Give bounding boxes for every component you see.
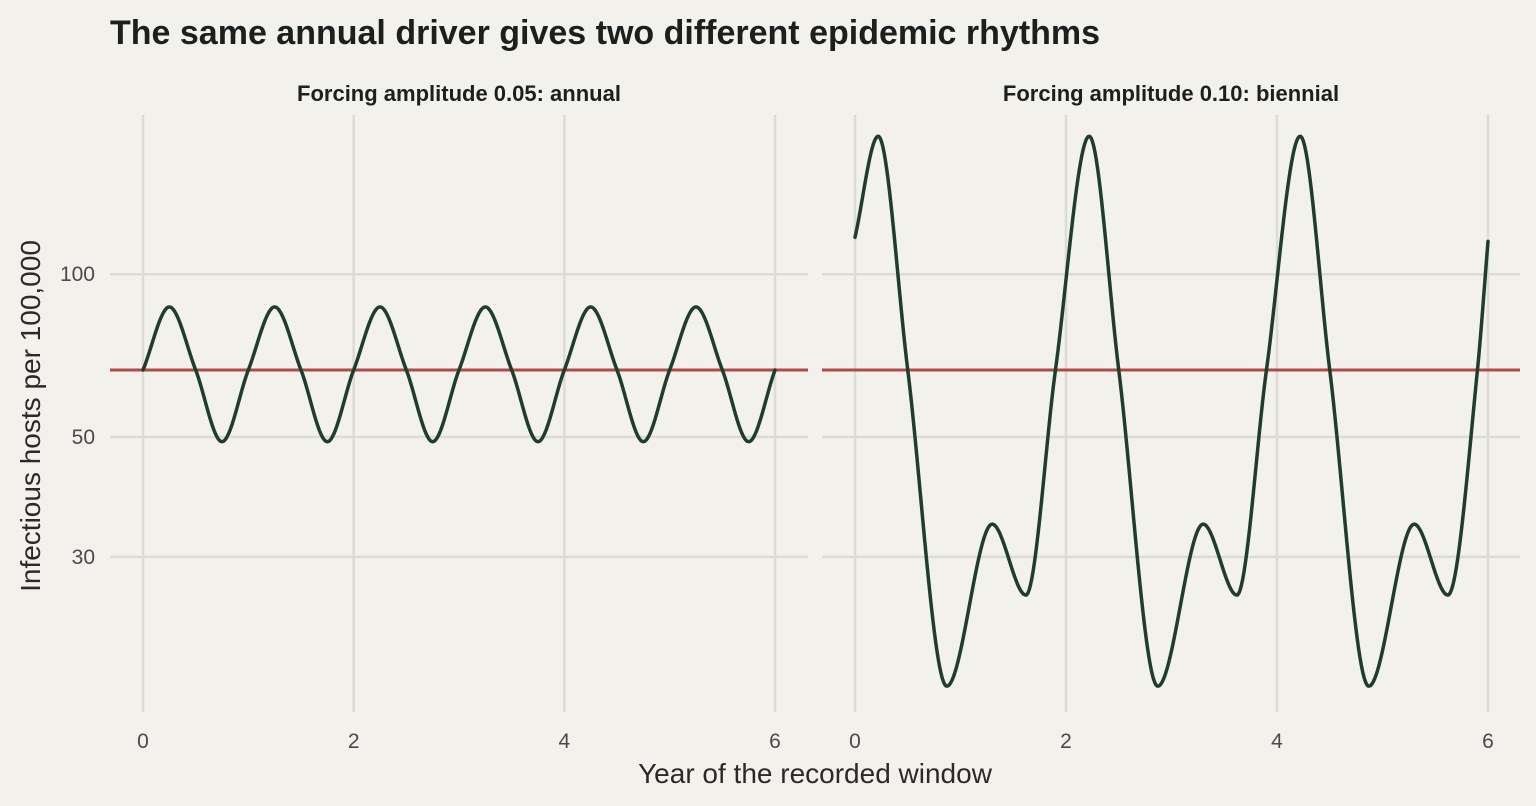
x-tick-label: 2 bbox=[1060, 730, 1072, 753]
x-tick-label: 0 bbox=[137, 730, 149, 753]
series-line bbox=[853, 134, 1490, 688]
x-tick-label: 2 bbox=[348, 730, 360, 753]
y-axis-ticks: 30 50 100 bbox=[60, 263, 95, 569]
y-axis-title: Infectious hosts per 100,000 bbox=[15, 240, 46, 592]
x-tick-label: 0 bbox=[849, 730, 861, 753]
y-tick-label: 100 bbox=[60, 263, 95, 286]
x-tick-label: 6 bbox=[1482, 730, 1494, 753]
x-tick-label: 4 bbox=[1271, 730, 1283, 753]
panel-left-marks bbox=[110, 305, 808, 444]
panel-right-strip-label: Forcing amplitude 0.10: biennial bbox=[1003, 81, 1339, 106]
panel-right: Forcing amplitude 0.10: biennial bbox=[822, 81, 1520, 712]
panel-right-grid bbox=[822, 115, 1520, 712]
panel-right-marks bbox=[822, 134, 1520, 688]
panel-left-strip-label: Forcing amplitude 0.05: annual bbox=[297, 81, 621, 106]
y-tick-label: 50 bbox=[72, 426, 95, 449]
panel-left-grid bbox=[110, 115, 808, 712]
series-line bbox=[141, 305, 777, 444]
x-tick-label: 6 bbox=[769, 730, 781, 753]
y-tick-label: 30 bbox=[72, 546, 95, 569]
chart-title: The same annual driver gives two differe… bbox=[110, 14, 1100, 52]
x-axis-ticks: 0 2 4 6 0 2 4 6 bbox=[137, 730, 1494, 753]
x-axis-title: Year of the recorded window bbox=[638, 758, 993, 789]
panel-left: Forcing amplitude 0.05: annual bbox=[110, 81, 808, 712]
x-tick-label: 4 bbox=[558, 730, 570, 753]
